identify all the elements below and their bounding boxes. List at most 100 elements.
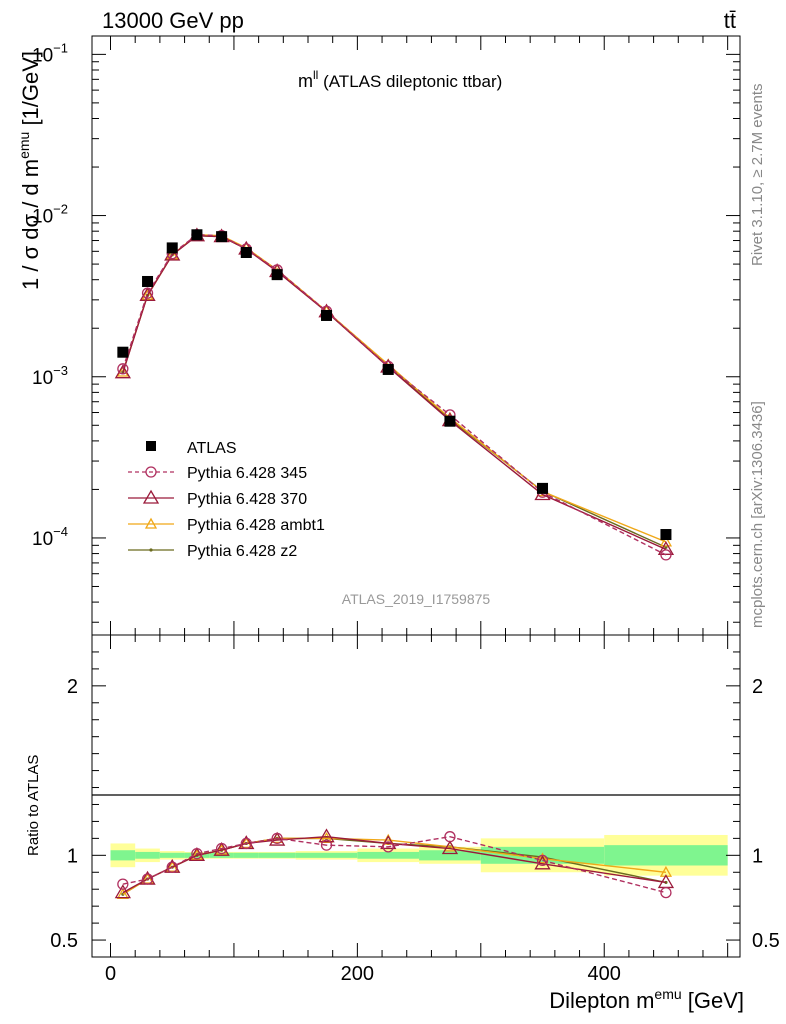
ratio-pythia-6-428-345-point: [382, 841, 394, 853]
main-atlas-point: [444, 415, 456, 427]
ratio-y-axis-label: Ratio to ATLAS: [25, 755, 42, 856]
x-axis-label: Dilepton memu [GeV]: [549, 986, 744, 1013]
main-pythia-6-428-345-point: [660, 549, 672, 561]
ratio-pythia-6-428-ambt1-point: [116, 887, 129, 899]
legend: ATLAS Pythia 6.428 345 Pythia 6.428 370 …: [128, 440, 325, 560]
main-title: mll (ATLAS dileptonic ttbar): [298, 68, 502, 91]
ratio-ytick-label-left: 2: [67, 676, 78, 698]
ratio-pythia-6-428-370-point: [441, 840, 459, 855]
ratio-pythia-6-428-345-point: [215, 842, 228, 855]
legend-marker-atlas: [146, 441, 156, 451]
xtick-label: 0: [105, 963, 116, 985]
ratio-band-inner: [110, 850, 136, 861]
main-panel: 10−1 10−2 10−3 10−4 mll (ATLAS dileptonic t…: [16, 35, 741, 636]
main-pythia-6-428-ambt1-point: [116, 365, 129, 377]
legend-marker-345: [145, 466, 157, 478]
ratio-pythia-6-428-345-point: [191, 847, 203, 860]
main-atlas-point: [191, 229, 203, 241]
xtick-label: 400: [588, 963, 621, 985]
main-ytick-labels: 10−1 10−2 10−3 10−4: [32, 40, 68, 550]
ratio-ytick-label-right: 2: [752, 676, 763, 698]
xtick-label: 200: [341, 963, 374, 985]
main-atlas-point: [240, 246, 252, 258]
ratio-pythia-6-428-370-point: [213, 841, 230, 856]
ratio-pythia-6-428-370-point: [534, 855, 551, 870]
ratio-pythia-6-428-345-point: [271, 832, 283, 845]
legend-marker-ambt1: [144, 517, 158, 529]
ratio-panel: 2 2 1 1 0.5 0.5 0 200 400 Ratio to ATLAS Dilept…: [25, 634, 780, 1013]
main-pythia-6-428-ambt1-point: [141, 288, 154, 300]
ratio-pythia-6-428-345-point: [660, 886, 672, 899]
ratio-pythia-6-428-370-point: [318, 828, 335, 843]
ratio-pythia-6-428-370-point: [114, 884, 131, 899]
ratio-pythia-6-428-ambt1-point: [536, 852, 549, 864]
ratio-pythia-6-428-345-point: [117, 878, 129, 890]
ratio-pythia-6-428-370-point: [269, 831, 286, 846]
ratio-pythia-6-428-345-point: [320, 839, 333, 851]
mcplots-label: mcplots.cern.ch [arXiv:1306.3436]: [749, 401, 766, 628]
ratio-band-inner: [233, 852, 259, 858]
ratio-band-inner: [419, 850, 481, 861]
legend-label-370: Pythia 6.428 370: [187, 491, 307, 508]
ratio-band-inner: [159, 852, 185, 858]
energy-label: 13000 GeV pp: [102, 8, 244, 33]
main-y-axis-label: 1 / σ dσ / d memu [1/GeV]: [16, 51, 43, 290]
main-axis-ticks: [92, 36, 740, 635]
ratio-xtick-labels: 0 200 400: [105, 963, 621, 985]
ratio-pythia-6-428-345-point: [536, 854, 549, 867]
main-atlas-point: [216, 231, 228, 243]
main-atlas-point: [142, 275, 154, 287]
ratio-pythia-6-428-ambt1-point: [320, 832, 333, 844]
ratio-ytick-label-right: 1: [752, 845, 763, 867]
process-label: tt̄: [724, 8, 736, 33]
analysis-id: ATLAS_2019_I1759875: [342, 591, 491, 607]
main-atlas-point: [382, 363, 394, 375]
main-atlas-point: [271, 269, 283, 281]
legend-label-z2: Pythia 6.428 z2: [187, 543, 297, 560]
ratio-band-inner: [258, 852, 296, 858]
legend-marker-370: [142, 489, 160, 504]
ratio-frame: [91, 634, 741, 958]
main-pythia-6-428-ambt1-point: [659, 535, 673, 547]
ratio-series: [114, 828, 675, 899]
main-atlas-point: [537, 482, 549, 494]
ratio-band-inner: [295, 852, 358, 858]
ratio-pythia-6-428-345-point: [141, 873, 154, 885]
main-atlas-point: [166, 242, 178, 254]
main-series: [114, 227, 675, 561]
ratio-axis-ticks: [92, 635, 740, 957]
main-ytick-label: 10−1: [32, 40, 68, 66]
main-atlas-point: [660, 529, 672, 541]
ratio-ytick-label-left: 0.5: [50, 930, 78, 952]
main-ytick-label: 10−4: [32, 524, 68, 550]
ratio-ytick-labels: 2 2 1 1 0.5 0.5: [50, 676, 780, 952]
ratio-band-inner: [135, 851, 160, 859]
ratio-pythia-6-428-345-point: [240, 837, 252, 850]
legend-label-atlas: ATLAS: [187, 440, 237, 457]
main-ytick-label: 10−3: [32, 363, 68, 389]
main-atlas-point: [321, 309, 333, 321]
ratio-ytick-label-left: 1: [67, 845, 78, 867]
ratio-pythia-6-428-345-point: [444, 831, 456, 843]
main-series-atlas: [117, 229, 672, 541]
main-ytick-label: 10−2: [32, 202, 68, 228]
rivet-label: Rivet 3.1.10, ≥ 2.7M events: [749, 84, 766, 267]
ratio-pythia-6-428-370-point: [188, 847, 206, 861]
main-line-pythia-6-428-370: [122, 234, 667, 550]
ratio-uncertainty-bands: [110, 834, 728, 876]
legend-label-ambt1: Pythia 6.428 ambt1: [187, 517, 325, 534]
ratio-series-pythia-6-428-345: [117, 831, 672, 899]
legend-marker-z2: [149, 548, 153, 552]
main-atlas-point: [117, 346, 129, 358]
legend-label-345: Pythia 6.428 345: [187, 465, 307, 482]
main-pythia-6-428-370-point: [164, 246, 181, 261]
main-pythia-6-428-370-point: [139, 287, 156, 301]
main-pythia-6-428-345-point: [117, 363, 129, 375]
ratio-ytick-label-right: 0.5: [752, 930, 780, 952]
main-pythia-6-428-345-point: [141, 287, 154, 299]
ratio-pythia-6-428-345-point: [166, 861, 178, 873]
ratio-band-inner: [357, 851, 420, 859]
ratio-band-inner: [604, 845, 728, 866]
main-line-pythia-6-428-345: [122, 234, 667, 556]
